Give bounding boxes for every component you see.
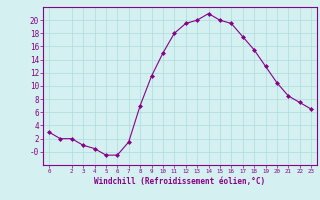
X-axis label: Windchill (Refroidissement éolien,°C): Windchill (Refroidissement éolien,°C) <box>94 177 266 186</box>
